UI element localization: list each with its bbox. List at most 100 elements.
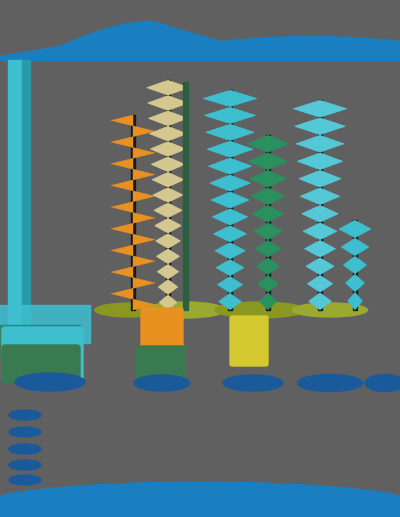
Polygon shape [309,293,331,310]
Polygon shape [150,142,186,156]
Polygon shape [149,111,187,126]
Polygon shape [254,223,282,239]
Polygon shape [150,126,186,141]
Polygon shape [295,118,345,134]
Polygon shape [111,115,133,126]
Bar [8,60,22,350]
Polygon shape [154,203,182,218]
Bar [0,305,90,343]
Bar [266,135,270,310]
Polygon shape [133,147,155,158]
Polygon shape [204,108,256,124]
Polygon shape [206,124,254,140]
Polygon shape [215,242,245,259]
Polygon shape [151,157,185,172]
Polygon shape [218,277,242,293]
Bar [0,0,400,60]
Ellipse shape [9,410,41,420]
Ellipse shape [134,375,190,391]
Polygon shape [111,136,133,147]
Polygon shape [348,293,362,310]
Polygon shape [212,209,248,225]
Polygon shape [111,267,133,278]
Ellipse shape [9,475,41,485]
Polygon shape [299,171,341,187]
Polygon shape [133,212,155,223]
Ellipse shape [223,375,283,391]
Bar [183,82,188,310]
Polygon shape [155,218,181,233]
Polygon shape [214,226,246,242]
Polygon shape [249,153,287,170]
Polygon shape [250,171,286,187]
Polygon shape [296,135,344,152]
Polygon shape [293,100,346,117]
FancyBboxPatch shape [136,346,185,384]
Polygon shape [341,238,369,255]
Polygon shape [307,276,333,292]
Ellipse shape [292,303,368,317]
Polygon shape [303,223,337,239]
Ellipse shape [95,303,165,317]
Polygon shape [148,96,188,110]
Ellipse shape [9,460,41,470]
Polygon shape [158,264,178,279]
Polygon shape [111,245,133,256]
FancyBboxPatch shape [2,345,80,383]
Polygon shape [0,0,400,55]
Ellipse shape [365,374,400,391]
Polygon shape [300,188,340,205]
Polygon shape [0,482,400,517]
Ellipse shape [15,373,85,391]
Polygon shape [259,293,277,310]
Polygon shape [133,169,155,180]
Polygon shape [346,275,364,292]
Polygon shape [344,256,366,273]
Polygon shape [208,158,252,174]
Polygon shape [133,191,155,202]
Polygon shape [219,294,241,310]
Polygon shape [258,276,278,292]
Polygon shape [153,188,183,202]
Polygon shape [216,260,244,276]
Polygon shape [111,288,133,299]
Polygon shape [247,135,289,152]
Polygon shape [111,158,133,169]
Polygon shape [133,126,155,136]
Polygon shape [133,234,155,245]
Bar [228,90,232,310]
Polygon shape [152,172,184,187]
Polygon shape [158,280,178,294]
Ellipse shape [145,302,225,318]
Polygon shape [256,258,280,275]
Ellipse shape [298,374,362,391]
FancyBboxPatch shape [2,327,83,381]
Polygon shape [306,258,334,275]
Polygon shape [111,223,133,234]
Polygon shape [298,153,342,170]
Polygon shape [302,205,338,222]
Polygon shape [111,202,133,212]
Polygon shape [211,192,249,208]
Polygon shape [133,256,155,267]
Bar [0,325,80,355]
Ellipse shape [9,427,41,437]
Bar [166,80,170,310]
Polygon shape [253,205,283,222]
Polygon shape [147,80,189,95]
Bar [318,100,322,310]
Polygon shape [339,220,371,237]
Polygon shape [251,188,285,205]
Polygon shape [203,90,257,107]
Bar [22,60,30,350]
Bar [131,115,135,310]
Bar [0,497,400,517]
Polygon shape [159,295,177,310]
FancyBboxPatch shape [230,316,268,366]
Ellipse shape [215,302,305,318]
Bar [353,220,357,310]
Polygon shape [255,240,281,257]
Polygon shape [305,240,335,257]
Polygon shape [210,175,250,191]
Polygon shape [133,278,155,288]
